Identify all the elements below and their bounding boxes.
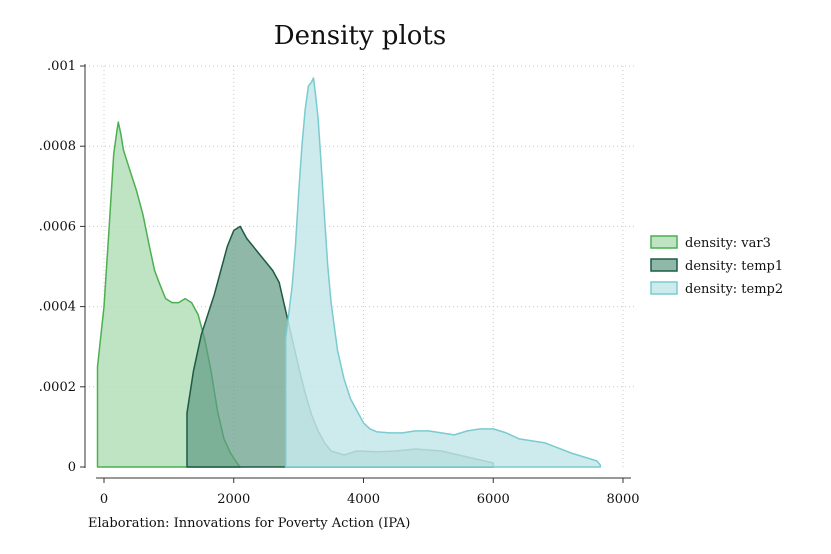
legend-swatch	[650, 235, 678, 249]
x-tick-label: 2000	[217, 492, 250, 507]
density-area-3	[284, 77, 602, 468]
x-tick-label: 0	[100, 492, 108, 507]
y-tick-label: 0	[68, 460, 76, 475]
legend-swatch	[650, 258, 678, 272]
x-tick-label: 6000	[477, 492, 510, 507]
y-tick-label: .0006	[39, 219, 76, 234]
y-tick-label: .0002	[39, 380, 76, 395]
series-layer	[96, 77, 602, 468]
y-tick-label: .0008	[39, 139, 76, 154]
axes: 0 .0002 .0004 .0006 .0008 .001 0 2000 4000 6000 80…	[39, 59, 640, 507]
x-tick-label: 4000	[347, 492, 380, 507]
legend-label: density: temp1	[685, 259, 783, 274]
x-tick-label: 8000	[606, 492, 639, 507]
legend-swatch	[650, 281, 678, 295]
y-tick-label: .001	[47, 59, 76, 74]
legend-label: density: temp2	[685, 282, 783, 297]
chart-title: Density plots	[274, 21, 446, 51]
y-tick-label: .0004	[39, 300, 76, 315]
legend-label: density: var3	[685, 236, 771, 251]
source-note: Elaboration: Innovations for Poverty Act…	[88, 516, 410, 531]
legend: density: var3 density: temp1 density: temp…	[650, 235, 783, 297]
